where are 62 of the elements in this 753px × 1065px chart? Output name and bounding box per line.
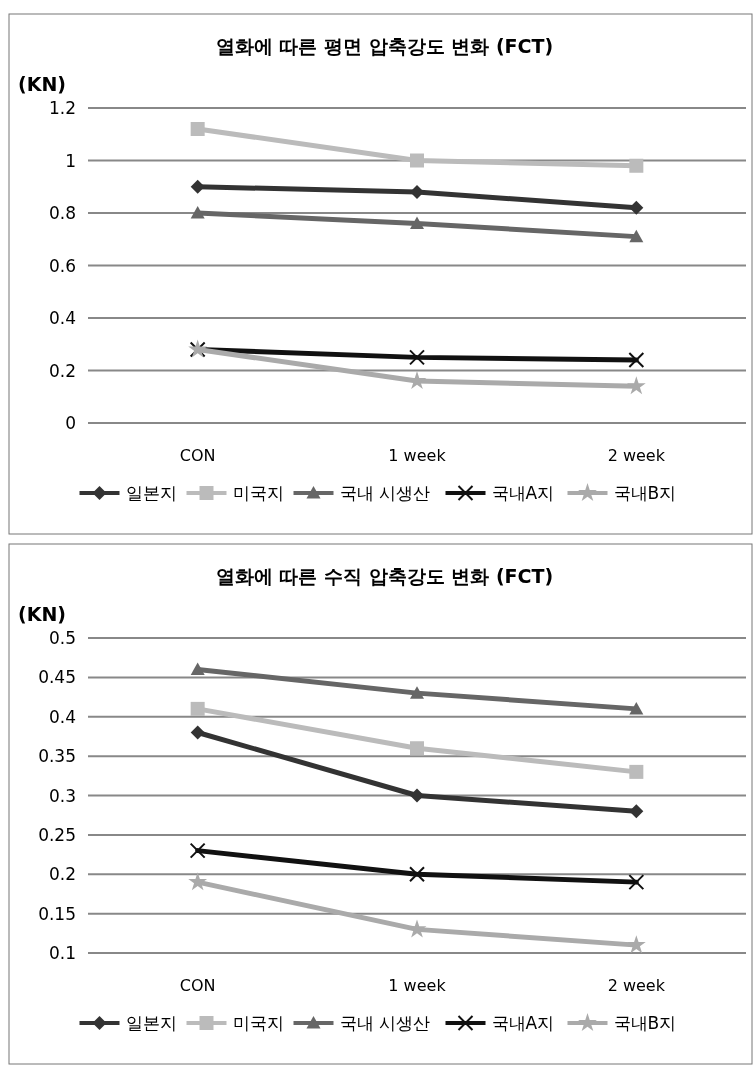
point [628, 874, 645, 891]
point [410, 741, 424, 756]
legend-label: 국내B지 [613, 483, 677, 503]
point [628, 352, 645, 368]
point [629, 200, 644, 215]
point [629, 701, 644, 715]
x-tick-label: CON [179, 976, 216, 995]
point [629, 229, 644, 243]
y-axis-title: (KN) [18, 603, 66, 625]
point [190, 122, 205, 136]
y-tick-label: 0 [65, 413, 76, 433]
y-tick-label: 0.2 [48, 864, 76, 885]
point [410, 153, 424, 168]
y-tick-label: 0.15 [38, 903, 76, 924]
point [410, 216, 424, 230]
x-tick-label: 2 week [607, 446, 666, 465]
point [190, 725, 205, 740]
x-tick-label: CON [179, 446, 216, 465]
legend-label: 미국지 [232, 483, 284, 503]
y-tick-label: 0.4 [48, 706, 76, 727]
y-tick-label: 0.25 [38, 824, 76, 845]
legend-label: 국내 시생산 [339, 483, 430, 503]
y-tick-label: 0.2 [48, 360, 76, 381]
point [410, 185, 424, 199]
y-tick-label: 0.45 [38, 667, 76, 688]
point [409, 349, 425, 366]
y-tick-label: 0.8 [48, 203, 76, 223]
point [629, 764, 644, 779]
point [190, 179, 205, 194]
legend-label: 국내A지 [491, 483, 555, 503]
x-tick-label: 2 week [607, 976, 666, 995]
y-tick-label: 0.3 [48, 785, 76, 806]
x-tick-label: 1 week [388, 976, 447, 995]
point [190, 662, 205, 676]
point [629, 158, 644, 173]
legend-label: 일본지 [125, 483, 177, 503]
chart-title: 열화에 따른 평면 압축강도 변화 (FCT) [215, 35, 554, 57]
legend-label: 국내 시생산 [339, 1013, 430, 1033]
y-tick-label: 0.35 [38, 746, 76, 767]
y-tick-label: 0.1 [48, 943, 76, 963]
point [189, 842, 206, 859]
point [410, 788, 424, 803]
point [626, 935, 646, 954]
y-tick-label: 0.6 [48, 255, 76, 276]
y-axis-title: (KN) [18, 73, 66, 95]
point [409, 866, 425, 883]
legend-label: 일본지 [125, 1013, 177, 1033]
y-tick-label: 0.4 [48, 308, 76, 328]
x-tick-label: 1 week [388, 446, 447, 465]
y-tick-label: 1 [65, 150, 76, 171]
chart-title: 열화에 따른 수직 압축강도 변화 (FCT) [215, 565, 554, 587]
legend-label: 미국지 [232, 1013, 284, 1033]
legend-label: 국내A지 [491, 1013, 555, 1033]
point [190, 206, 205, 219]
y-tick-label: 0.5 [48, 628, 76, 648]
point [188, 872, 208, 891]
point [190, 701, 205, 716]
point [410, 686, 424, 699]
y-tick-label: 1.2 [48, 98, 76, 118]
legend-label: 국내B지 [613, 1013, 677, 1033]
point [629, 804, 644, 819]
point [626, 376, 646, 395]
